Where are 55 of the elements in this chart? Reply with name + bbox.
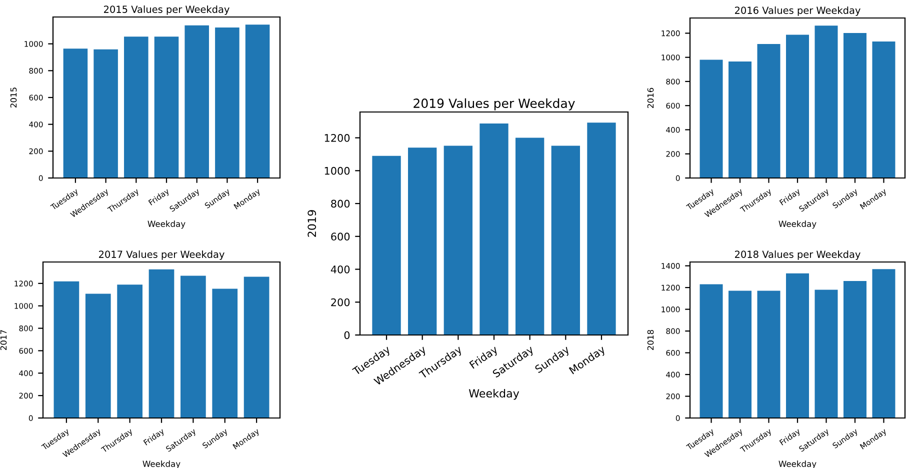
bar: [728, 62, 752, 178]
bar: [515, 138, 544, 335]
chart-title: 2019 Values per Weekday: [414, 98, 575, 110]
bar: [408, 148, 437, 335]
y-tick-label: 800: [331, 200, 350, 208]
bar: [872, 269, 896, 418]
bar: [124, 36, 148, 178]
bar: [700, 284, 723, 418]
y-axis-title: 2015: [10, 88, 17, 108]
bar: [587, 122, 616, 335]
bar: [480, 124, 508, 335]
y-axis-title: 2016: [647, 88, 654, 108]
bar: [444, 146, 473, 335]
bar: [63, 48, 88, 178]
bar: [372, 156, 401, 335]
bar: [728, 290, 752, 418]
x-axis-title: Weekday: [468, 388, 520, 400]
y-axis-title: 2017: [0, 330, 7, 350]
y-tick-label: 0: [344, 331, 350, 340]
bar: [148, 269, 174, 418]
y-axis-title: 2018: [647, 330, 654, 350]
y-tick-label: 1000: [324, 166, 350, 175]
x-axis-title: Weekday: [778, 220, 816, 229]
x-axis-title: Weekday: [148, 220, 186, 229]
bar: [786, 273, 809, 418]
bar: [700, 60, 723, 178]
y-tick-label: 400: [330, 265, 350, 274]
bar: [786, 34, 809, 178]
bar: [757, 44, 780, 178]
bar: [180, 276, 206, 418]
bar: [244, 276, 270, 418]
chart-title: 2015 Values per Weekday: [104, 5, 230, 15]
y-tick-label: 1200: [324, 134, 350, 142]
bar: [85, 294, 111, 418]
chart-title: 2016 Values per Weekday: [734, 6, 860, 16]
bar: [212, 288, 238, 418]
bar: [814, 290, 838, 418]
y-tick-label: 200: [331, 298, 350, 306]
bar: [814, 26, 838, 178]
bar: [215, 27, 240, 178]
bar: [245, 24, 270, 178]
chart-title: 2017 Values per Weekday: [98, 250, 224, 260]
bar: [184, 25, 209, 178]
bar: [551, 146, 580, 335]
bar: [843, 32, 866, 178]
y-axis-title: 2019: [308, 210, 316, 237]
bar: [843, 281, 866, 418]
y-tick-label: 600: [331, 232, 350, 241]
bar: [154, 36, 179, 178]
bar: [757, 290, 780, 418]
chart-title: 2018 Values per Weekday: [734, 250, 860, 260]
bar: [117, 284, 142, 418]
bar: [54, 281, 80, 418]
bar: [94, 49, 118, 178]
bar: [872, 42, 896, 178]
